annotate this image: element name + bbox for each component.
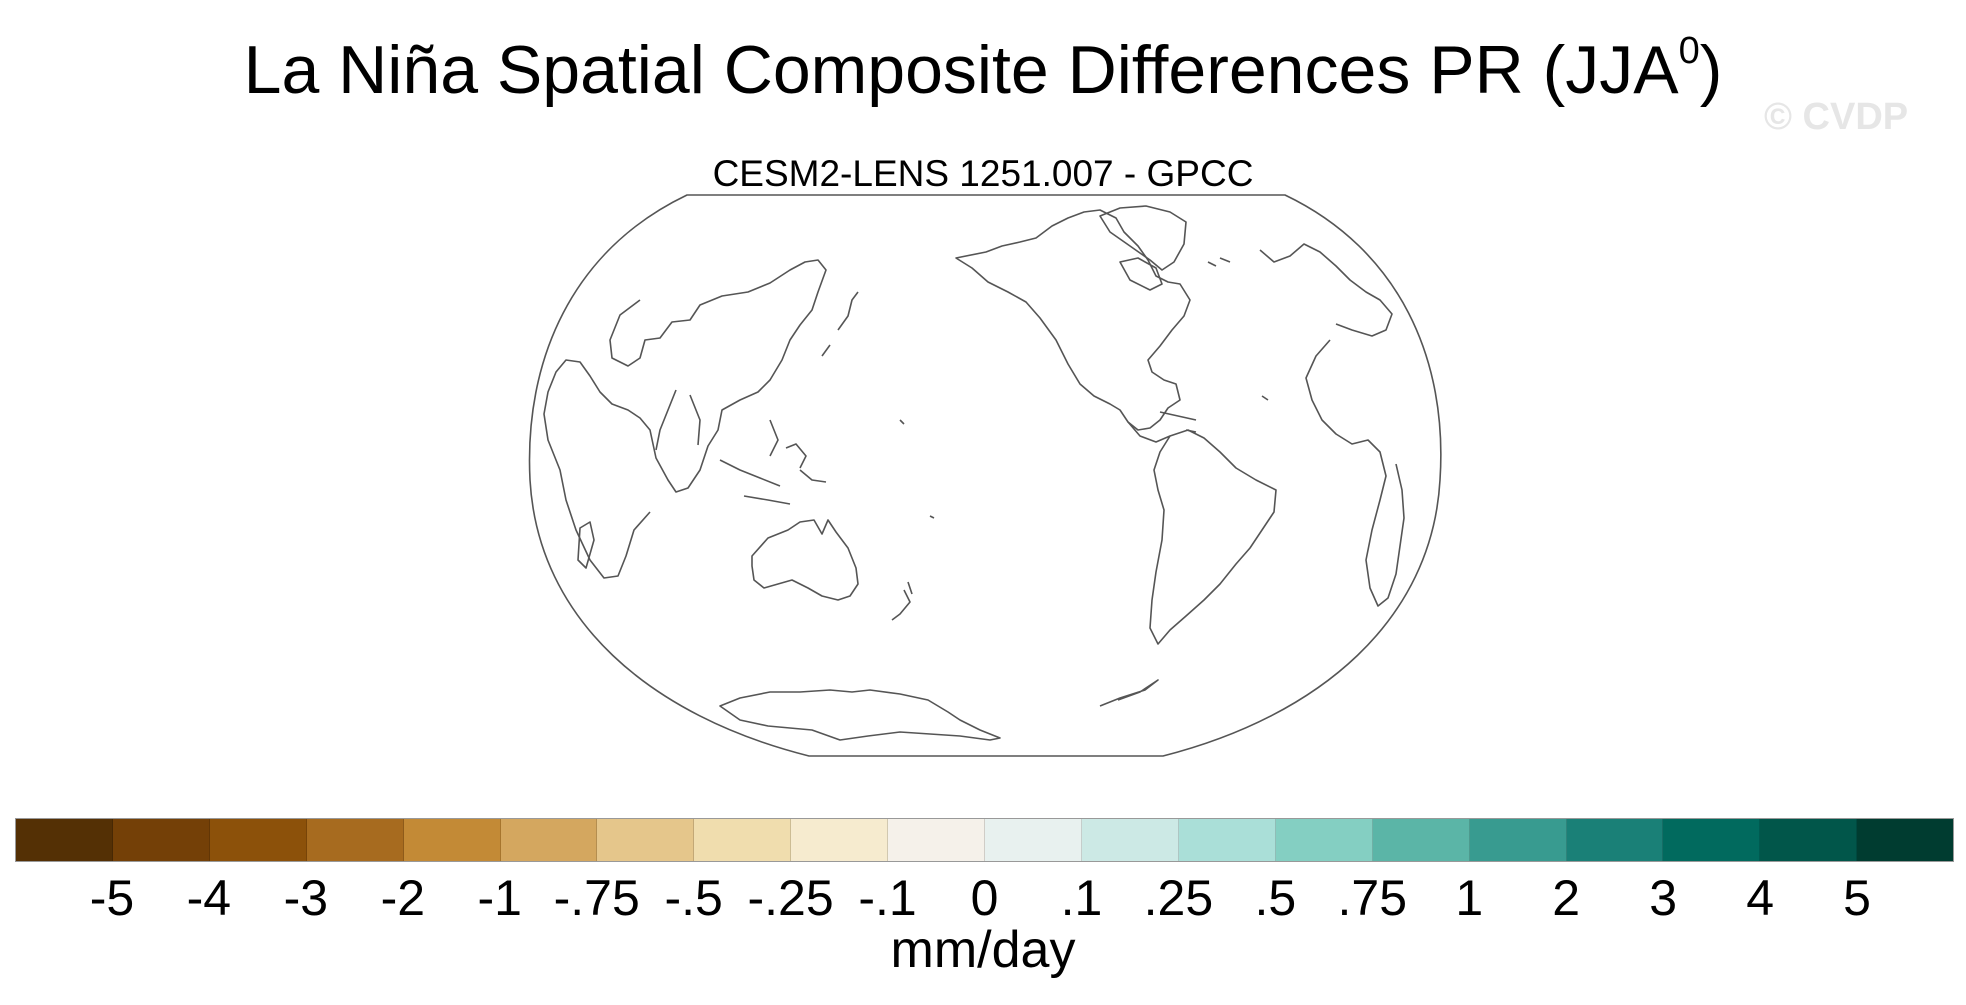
coastline-central-america <box>1127 421 1171 443</box>
colorbar-segment <box>209 819 307 861</box>
coastline-caribbean <box>1159 411 1197 433</box>
coastline-japan <box>821 291 859 357</box>
coastline-new-zealand <box>891 581 913 621</box>
colorbar-segment <box>403 819 501 861</box>
title-close: ) <box>1699 32 1723 108</box>
colorbar-tick-label: -.5 <box>664 870 723 926</box>
colorbar-tick-label: -1 <box>477 870 522 926</box>
colorbar-tick-label: -2 <box>380 870 426 926</box>
colorbar-tick-label: -3 <box>283 870 329 926</box>
colorbar-tick-label: .1 <box>1060 870 1103 926</box>
colorbar-segment <box>1857 819 1954 861</box>
colorbar-tick-label: 1 <box>1455 870 1484 926</box>
colorbar <box>15 818 1954 862</box>
colorbar-tick-label: -.1 <box>858 870 917 926</box>
colorbar-tick-label: -5 <box>89 870 135 926</box>
colorbar-tick-label: 3 <box>1649 870 1678 926</box>
map-border <box>528 194 1442 757</box>
colorbar-segment <box>888 819 986 861</box>
coastline-africa <box>1305 339 1405 607</box>
colorbar-segment <box>16 819 113 861</box>
colorbar-tick-label: .75 <box>1337 870 1408 926</box>
colorbar-segment <box>1566 819 1664 861</box>
coastline-india <box>655 389 701 451</box>
colorbar-tick-label: .25 <box>1143 870 1214 926</box>
colorbar-segment <box>1469 819 1567 861</box>
colorbar-segment <box>1372 819 1470 861</box>
colorbar-tick-label: -.25 <box>747 870 834 926</box>
colorbar-segment <box>500 819 598 861</box>
colorbar-segment <box>1760 819 1858 861</box>
colorbar-segment <box>791 819 889 861</box>
panel-subtitle: CESM2-LENS 1251.007 - GPCC <box>712 153 1254 194</box>
coastline-madagascar <box>577 521 595 569</box>
coastline-greenland <box>1099 205 1187 271</box>
coastline-eurasia <box>543 259 827 579</box>
figure-title: La Niña Spatial Composite Differences PR… <box>0 30 1966 110</box>
colorbar-segment <box>1081 819 1179 861</box>
colorbar-segment <box>1178 819 1276 861</box>
colorbar-segment <box>694 819 792 861</box>
colorbar-segment <box>1275 819 1373 861</box>
colorbar-tick-label: -4 <box>186 870 232 926</box>
coastline-australia <box>751 519 859 601</box>
coastline-europe <box>1259 243 1393 337</box>
colorbar-units: mm/day <box>890 921 1076 979</box>
colorbar-tick-label: 2 <box>1552 870 1581 926</box>
colorbar-tick-label: 5 <box>1843 870 1871 926</box>
coastline-hudson-bay <box>1119 257 1163 291</box>
colorbar-segment <box>1663 819 1761 861</box>
coastline-islands <box>899 257 1269 519</box>
world-map <box>528 194 1442 757</box>
title-text: La Niña Spatial Composite Differences PR… <box>243 32 1679 108</box>
title-superscript: 0 <box>1678 30 1700 72</box>
colorbar-segment <box>112 819 210 861</box>
coastline-indonesia <box>719 419 827 505</box>
coastline-north-america <box>955 209 1191 431</box>
colorbar-segment <box>985 819 1082 861</box>
coastline-antarctica <box>719 679 1159 741</box>
coastline-south-america <box>1149 429 1277 645</box>
colorbar-tick-label: .5 <box>1254 870 1297 926</box>
colorbar-tick-label: 4 <box>1746 870 1774 926</box>
colorbar-tick-label: 0 <box>970 870 999 926</box>
colorbar-segment <box>597 819 695 861</box>
colorbar-segment <box>306 819 404 861</box>
colorbar-tick-label: -.75 <box>553 870 640 926</box>
cvdp-watermark: © CVDP <box>1764 96 1909 138</box>
